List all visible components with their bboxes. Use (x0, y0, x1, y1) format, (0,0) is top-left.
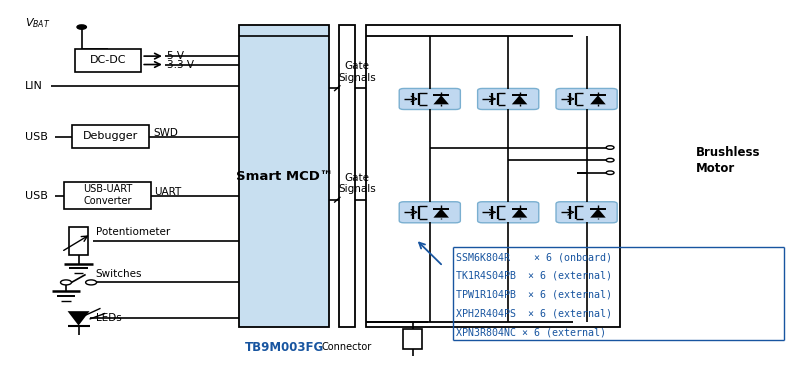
Text: LIN: LIN (26, 81, 43, 91)
Text: 3.3 V: 3.3 V (167, 59, 194, 69)
Bar (74, 49, 142, 72)
Text: Gate
Signals: Gate Signals (338, 61, 376, 83)
Polygon shape (512, 95, 527, 104)
Polygon shape (512, 208, 527, 218)
Circle shape (606, 171, 614, 175)
FancyBboxPatch shape (478, 88, 538, 109)
Text: Gate
Signals: Gate Signals (338, 173, 376, 194)
Text: XPN3R804NC × 6 (external): XPN3R804NC × 6 (external) (457, 327, 606, 337)
Circle shape (606, 158, 614, 162)
Bar (72, 125, 149, 148)
Circle shape (606, 146, 614, 149)
Text: USB: USB (26, 191, 48, 201)
Text: 5 V: 5 V (167, 51, 184, 61)
Text: TK1R4S04PB  × 6 (external): TK1R4S04PB × 6 (external) (457, 271, 613, 281)
Polygon shape (434, 95, 449, 104)
Circle shape (61, 280, 71, 285)
Polygon shape (590, 95, 606, 104)
Bar (366, 25, 620, 327)
FancyBboxPatch shape (556, 88, 617, 109)
Bar (65, 182, 150, 209)
FancyBboxPatch shape (556, 202, 617, 223)
Polygon shape (67, 311, 90, 326)
Text: TPW1R104PB  × 6 (external): TPW1R104PB × 6 (external) (457, 290, 613, 299)
Text: Smart MCD™: Smart MCD™ (236, 170, 333, 183)
FancyBboxPatch shape (399, 202, 460, 223)
Bar (403, 329, 422, 349)
Text: $V_{BAT}$: $V_{BAT}$ (26, 17, 50, 30)
Bar (239, 25, 330, 327)
Text: Potentiometer: Potentiometer (96, 227, 170, 237)
FancyBboxPatch shape (478, 202, 538, 223)
Text: DC-DC: DC-DC (90, 55, 126, 65)
FancyBboxPatch shape (399, 88, 460, 109)
Text: SWD: SWD (153, 128, 178, 138)
Text: LEDs: LEDs (96, 313, 122, 323)
Text: UART: UART (154, 188, 182, 197)
Text: USB: USB (26, 132, 48, 142)
Polygon shape (590, 208, 606, 218)
Text: Connector: Connector (322, 342, 372, 352)
Text: Debugger: Debugger (83, 131, 138, 141)
Bar (69, 228, 88, 255)
Text: Brushless
Motor: Brushless Motor (695, 146, 760, 175)
Polygon shape (434, 208, 449, 218)
Circle shape (77, 25, 86, 29)
Text: SSM6K804R    × 6 (onboard): SSM6K804R × 6 (onboard) (457, 252, 613, 262)
Text: USB-UART
Converter: USB-UART Converter (83, 184, 132, 206)
Circle shape (86, 280, 97, 285)
Text: TB9M003FG: TB9M003FG (245, 341, 324, 354)
Text: XPH2R404PS  × 6 (external): XPH2R404PS × 6 (external) (457, 308, 613, 318)
Bar (339, 25, 354, 327)
Text: Switches: Switches (96, 269, 142, 280)
